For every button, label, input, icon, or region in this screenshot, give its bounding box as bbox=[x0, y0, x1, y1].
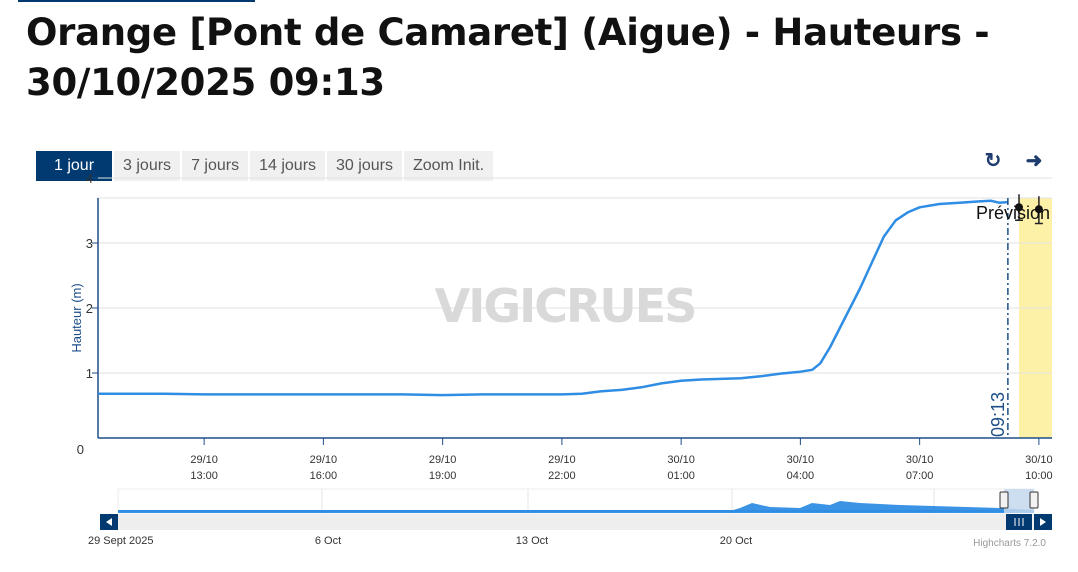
credits-text: Highcharts 7.2.0 bbox=[973, 538, 1046, 549]
forecast-band bbox=[1019, 198, 1052, 438]
x-tick-date: 29/10 bbox=[190, 454, 218, 466]
range-button-4[interactable]: 30 jours bbox=[327, 151, 402, 181]
height-series-line bbox=[98, 199, 1008, 397]
range-button-3[interactable]: 14 jours bbox=[250, 151, 326, 181]
x-tick-time: 01:00 bbox=[667, 470, 695, 482]
range-button-0[interactable]: 1 jour bbox=[36, 151, 113, 181]
x-tick-date: 29/10 bbox=[429, 454, 457, 466]
x-tick-date: 29/10 bbox=[548, 454, 576, 466]
x-tick-date: 30/10 bbox=[787, 454, 815, 466]
top-accent-line bbox=[18, 0, 255, 2]
scrollbar-track bbox=[100, 514, 1052, 530]
range-button-5[interactable]: Zoom Init. bbox=[403, 151, 494, 181]
forecast-label: Prévision bbox=[976, 203, 1050, 223]
range-button-2[interactable]: 7 jours bbox=[182, 151, 249, 181]
x-tick-time: 04:00 bbox=[787, 470, 815, 482]
refresh-icon[interactable]: ↻ bbox=[984, 150, 1002, 172]
x-tick-date: 30/10 bbox=[1025, 454, 1053, 466]
current-time-label: 09:13 bbox=[988, 392, 1008, 437]
x-tick-time: 10:00 bbox=[1025, 470, 1053, 482]
navigator-label: 20 Oct bbox=[720, 535, 752, 547]
share-arrow-icon[interactable]: ➜ bbox=[1025, 150, 1043, 172]
y-tick-label: 3 bbox=[86, 236, 93, 251]
scrollbar-left-arrow bbox=[106, 518, 112, 526]
navigator-selection bbox=[1004, 489, 1034, 513]
y-axis-title: Hauteur (m) bbox=[69, 283, 84, 352]
navigator-handle-left bbox=[999, 491, 1009, 509]
range-button-1[interactable]: 3 jours bbox=[114, 151, 181, 181]
y-tick-label: 1 bbox=[86, 366, 93, 381]
range-selector: 1 jour 3 jours 7 jours 14 jours 30 jours Zoom… bbox=[36, 151, 494, 181]
page-title: Orange [Pont de Camaret] (Aigue) - Haute… bbox=[26, 11, 990, 104]
x-tick-date: 30/10 bbox=[906, 454, 934, 466]
watermark-text: VIGICRUES bbox=[435, 279, 696, 333]
x-tick-time: 16:00 bbox=[310, 470, 338, 482]
navigator-handle-right bbox=[1029, 491, 1039, 509]
forecast-point bbox=[1034, 205, 1043, 214]
x-tick-time: 13:00 bbox=[190, 470, 218, 482]
x-tick-time: 19:00 bbox=[429, 470, 457, 482]
forecast-point bbox=[1015, 203, 1024, 212]
x-tick-time: 22:00 bbox=[548, 470, 576, 482]
x-tick-date: 30/10 bbox=[667, 454, 695, 466]
navigator-label: 13 Oct bbox=[516, 535, 548, 547]
x-tick-date: 29/10 bbox=[310, 454, 338, 466]
y-tick-label: 4 bbox=[86, 171, 93, 186]
navigator-label: 6 Oct bbox=[315, 535, 341, 547]
x-tick-time: 07:00 bbox=[906, 470, 934, 482]
navigator-label: 29 Sept 2025 bbox=[88, 535, 153, 547]
scrollbar-right-arrow bbox=[1040, 518, 1046, 526]
y-tick-label: 2 bbox=[86, 301, 93, 316]
y-tick-label: 0 bbox=[77, 442, 84, 457]
